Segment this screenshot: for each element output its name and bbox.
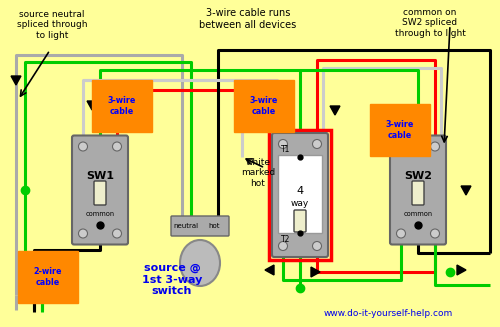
FancyBboxPatch shape <box>72 135 128 245</box>
Text: common on
SW2 spliced
through to light: common on SW2 spliced through to light <box>394 8 466 38</box>
FancyBboxPatch shape <box>272 133 328 257</box>
Text: way: way <box>291 198 309 208</box>
Text: source neutral
spliced through
to light: source neutral spliced through to light <box>17 10 88 40</box>
Text: source @
1st 3-way
switch: source @ 1st 3-way switch <box>142 263 202 296</box>
Text: common: common <box>404 212 432 217</box>
Circle shape <box>78 229 88 238</box>
FancyBboxPatch shape <box>278 155 322 233</box>
Text: T2: T2 <box>281 235 290 245</box>
Text: 3-wire cable runs
between all devices: 3-wire cable runs between all devices <box>200 8 296 30</box>
Circle shape <box>312 140 322 148</box>
Circle shape <box>430 229 440 238</box>
Circle shape <box>396 142 406 151</box>
Text: 3-wire
cable: 3-wire cable <box>108 96 136 116</box>
Polygon shape <box>265 265 274 275</box>
Text: common: common <box>86 212 114 217</box>
Text: 3-wire
cable: 3-wire cable <box>250 96 278 116</box>
Ellipse shape <box>180 240 220 286</box>
Circle shape <box>396 229 406 238</box>
FancyBboxPatch shape <box>294 210 306 232</box>
Polygon shape <box>11 76 21 85</box>
Polygon shape <box>461 186 471 195</box>
Text: T1: T1 <box>281 146 290 154</box>
Text: neutral: neutral <box>174 223 199 229</box>
Polygon shape <box>33 271 43 280</box>
Circle shape <box>430 142 440 151</box>
Circle shape <box>278 140 287 148</box>
Polygon shape <box>87 101 97 110</box>
Polygon shape <box>275 106 285 115</box>
FancyBboxPatch shape <box>94 181 106 205</box>
Text: 2-wire
cable: 2-wire cable <box>34 267 62 287</box>
Circle shape <box>312 242 322 250</box>
Bar <box>269 130 331 260</box>
Text: hot: hot <box>208 223 220 229</box>
Text: www.do-it-yourself-help.com: www.do-it-yourself-help.com <box>324 309 452 318</box>
Circle shape <box>78 142 88 151</box>
Circle shape <box>112 229 122 238</box>
Polygon shape <box>330 106 340 115</box>
Polygon shape <box>311 267 320 277</box>
Polygon shape <box>457 265 466 275</box>
Text: 4: 4 <box>296 186 304 196</box>
Polygon shape <box>109 101 119 110</box>
Text: white
marked
hot: white marked hot <box>241 158 275 188</box>
Circle shape <box>278 242 287 250</box>
Text: SW2: SW2 <box>404 171 432 181</box>
FancyBboxPatch shape <box>171 216 229 236</box>
FancyBboxPatch shape <box>390 135 446 245</box>
Text: 3-wire
cable: 3-wire cable <box>386 120 414 140</box>
Circle shape <box>112 142 122 151</box>
FancyBboxPatch shape <box>412 181 424 205</box>
Text: SW1: SW1 <box>86 171 114 181</box>
